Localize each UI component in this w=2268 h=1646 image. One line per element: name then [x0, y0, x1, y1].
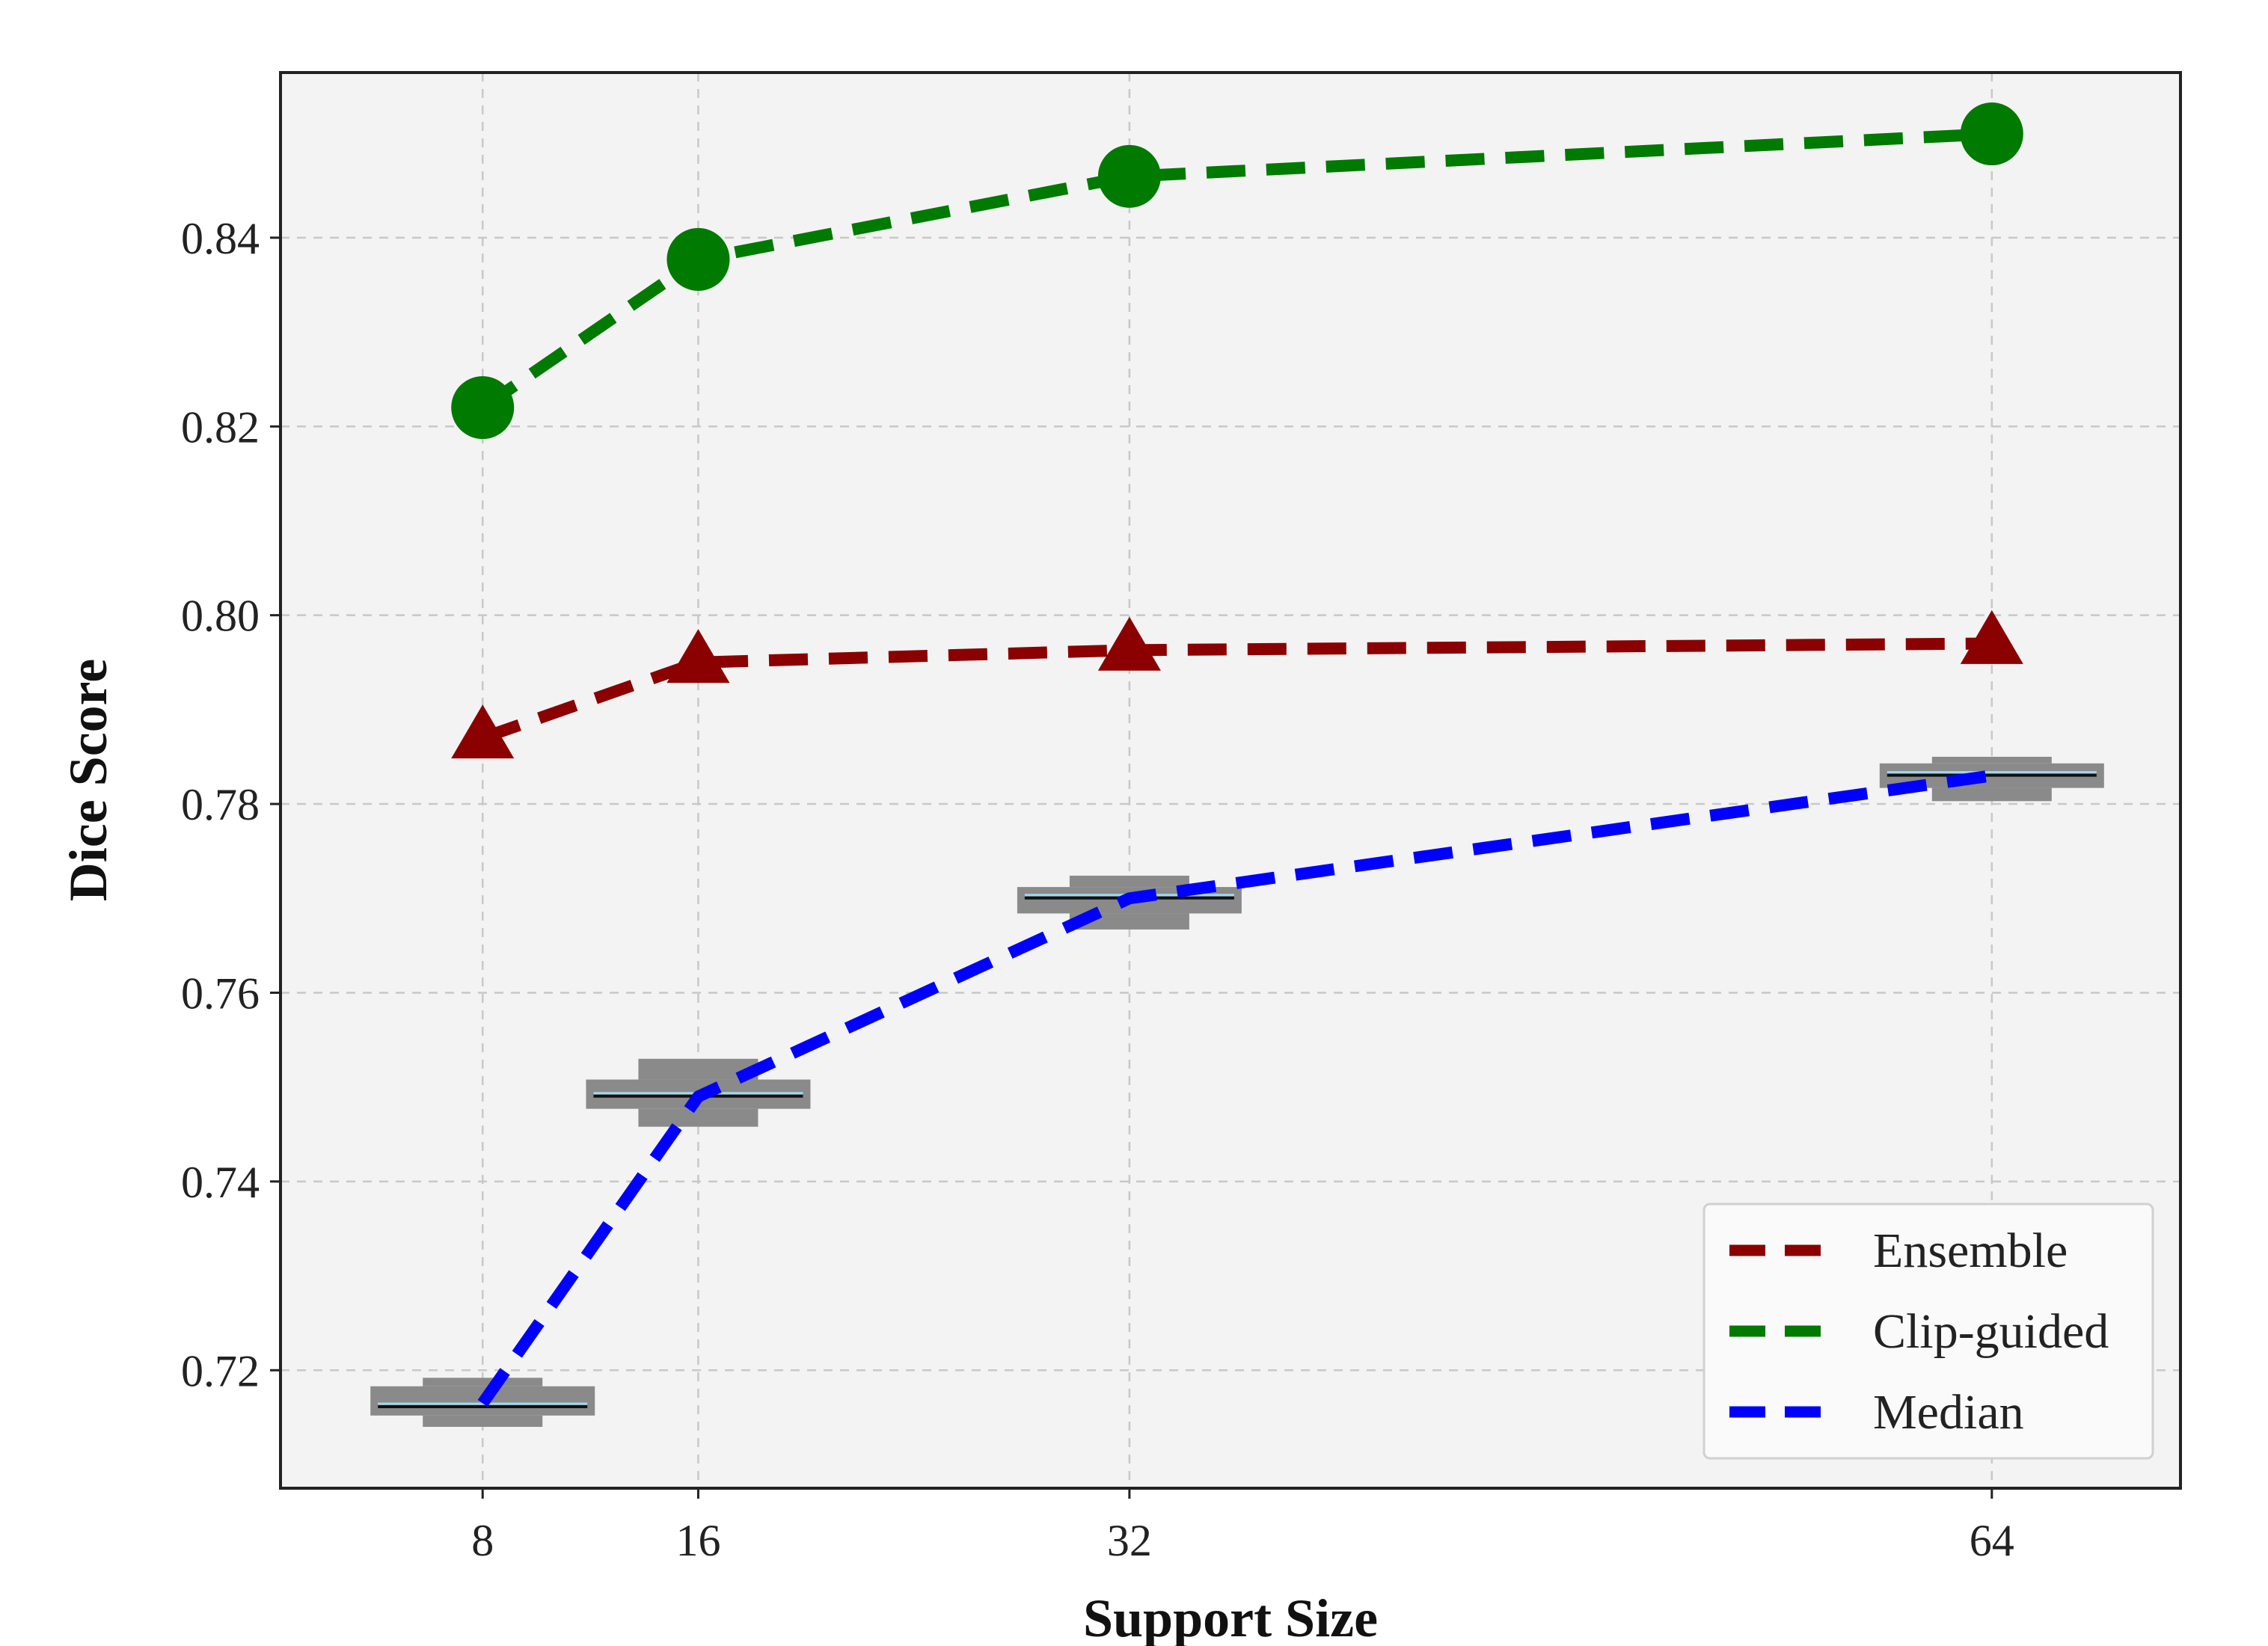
y-tick-label: 0.80 — [181, 592, 260, 641]
median-whisker-lower — [423, 1415, 543, 1427]
y-axis-title: Dice Score — [58, 659, 118, 902]
x-tick-label: 8 — [471, 1516, 494, 1565]
clip-guided-point — [1097, 144, 1161, 208]
plot-frame — [279, 71, 2182, 1490]
ensemble-point — [1960, 609, 2023, 664]
y-tick-label: 0.84 — [181, 214, 260, 263]
clip-guided-point — [451, 376, 515, 440]
legend-label-median: Median — [1873, 1385, 2024, 1440]
ticks: 8 16 32 64 0.72 0.74 0.76 0.78 0.80 0.82 0.84 — [181, 214, 2014, 1565]
ensemble-point — [666, 629, 730, 684]
legend-label-clip-guided: Clip-guided — [1873, 1304, 2109, 1359]
median-whisker-lower — [638, 1108, 758, 1127]
y-tick-label: 0.82 — [181, 402, 260, 452]
clip-guided-point — [1960, 102, 2023, 166]
x-tick-label: 16 — [675, 1516, 720, 1565]
x-axis-title: Support Size — [1083, 1588, 1378, 1646]
series-layer — [370, 102, 2104, 1427]
ensemble-line — [480, 637, 1992, 744]
legend-label-ensemble: Ensemble — [1873, 1223, 2068, 1278]
clip-guided-line — [479, 128, 1993, 413]
legend-box — [1702, 1203, 2154, 1460]
y-tick-label: 0.76 — [181, 968, 260, 1018]
ensemble-point — [451, 704, 515, 759]
median-whisker-upper — [423, 1378, 543, 1386]
ensemble-point — [1097, 616, 1161, 671]
median-whisker-lower — [1931, 787, 2052, 802]
median-whisker-upper — [1069, 875, 1189, 888]
y-tick-label: 0.78 — [181, 780, 260, 829]
x-tick-label: 32 — [1107, 1516, 1152, 1565]
y-tick-label: 0.74 — [181, 1158, 260, 1207]
legend: Ensemble Clip-guided Median — [1702, 1203, 2154, 1460]
x-tick-label: 64 — [1970, 1516, 2014, 1565]
median-line — [477, 770, 1993, 1407]
y-tick-label: 0.72 — [181, 1346, 260, 1395]
median-whisker-upper — [1931, 756, 2052, 764]
clip-guided-point — [666, 227, 730, 291]
